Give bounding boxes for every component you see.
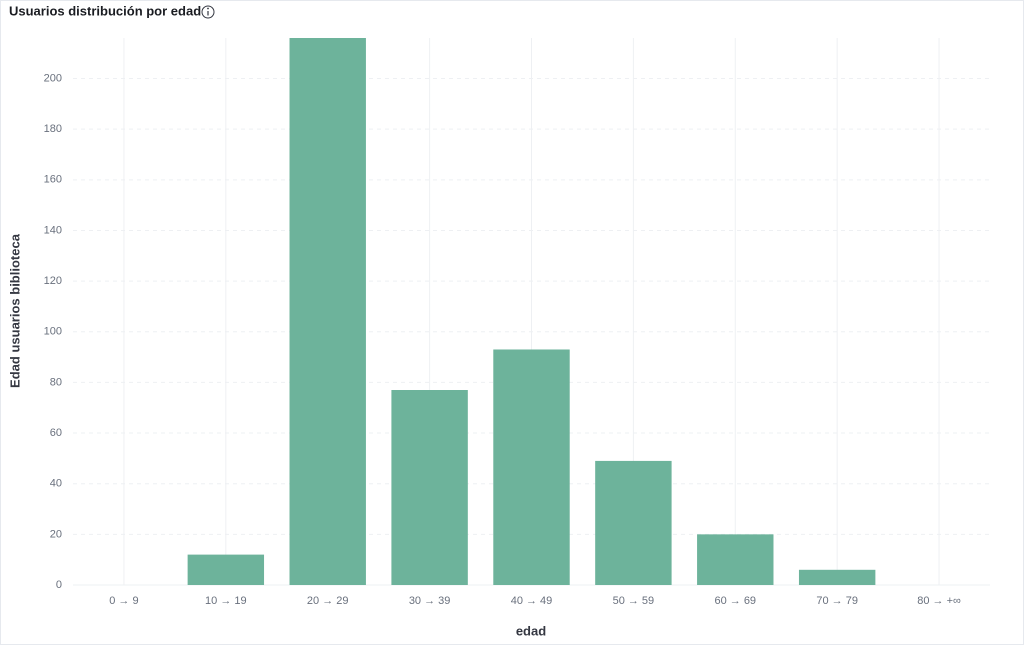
x-tick-label: 70 → 79	[816, 595, 858, 607]
bar	[798, 569, 876, 585]
y-tick-label: 180	[44, 123, 62, 135]
x-tick-label: 10 → 19	[205, 595, 247, 607]
y-tick-label: 140	[44, 224, 62, 236]
chart-title: Usuarios distribución por edad	[9, 3, 201, 18]
x-tick-label: 80 → +∞	[917, 595, 961, 607]
x-axis-title: edad	[516, 623, 546, 638]
bar	[595, 460, 672, 585]
y-tick-label: 20	[50, 528, 62, 540]
x-tick-label: 50 → 59	[613, 595, 655, 607]
y-tick-label: 40	[50, 478, 62, 490]
info-icon[interactable]	[201, 5, 215, 19]
bar	[289, 38, 366, 585]
bar	[493, 349, 570, 585]
y-tick-label: 100	[44, 326, 62, 338]
bar	[187, 554, 265, 585]
y-axis-title: Edad usuarios biblioteca	[7, 233, 22, 388]
x-tick-label: 0 → 9	[109, 595, 138, 607]
x-tick-label: 40 → 49	[511, 595, 553, 607]
x-tick-label: 30 → 39	[409, 595, 451, 607]
bar	[391, 390, 468, 585]
x-tick-label: 60 → 69	[714, 595, 756, 607]
y-tick-label: 160	[44, 174, 62, 186]
y-tick-label: 60	[50, 427, 62, 439]
x-tick-label: 20 → 29	[307, 595, 349, 607]
y-tick-label: 0	[56, 579, 62, 591]
y-tick-label: 80	[50, 376, 62, 388]
y-tick-label: 200	[44, 72, 62, 84]
y-tick-label: 120	[44, 275, 62, 287]
bar	[697, 534, 774, 585]
